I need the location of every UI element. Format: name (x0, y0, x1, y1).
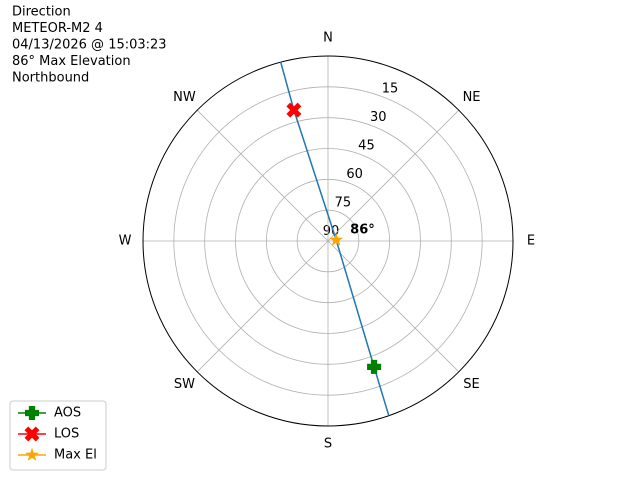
theta-tick-label: NE (463, 90, 481, 105)
title-line: 04/13/2026 @ 15:03:23 (12, 38, 167, 53)
title-line: Direction (12, 5, 71, 20)
grid-spoke (327, 240, 460, 373)
theta-tick-label: NW (173, 90, 196, 105)
theta-tick-label: W (119, 234, 132, 249)
grid-spoke (196, 240, 329, 373)
grid-spoke (196, 109, 329, 242)
legend-label: AOS (54, 406, 81, 421)
theta-tick-label: SE (463, 377, 479, 392)
theta-tick-label: E (527, 234, 535, 249)
title-line: METEOR-M2 4 (12, 21, 103, 36)
r-tick-label: 60 (346, 167, 363, 182)
r-tick-label: 30 (370, 110, 387, 125)
title-line: Northbound (12, 71, 89, 86)
marker-x (24, 426, 40, 442)
marker-x (286, 102, 302, 118)
marker-plus (367, 359, 382, 374)
grid-spoke (327, 109, 460, 242)
legend-label: LOS (54, 427, 79, 442)
theta-tick-label: S (324, 437, 332, 452)
theta-tick-label: N (323, 31, 333, 46)
marker-star (25, 447, 39, 461)
r-tick-label: 45 (358, 139, 375, 154)
outer-frame (142, 55, 514, 427)
title-line: 86° Max Elevation (12, 54, 131, 69)
r-tick-label: 75 (335, 196, 352, 211)
theta-tick-label: SW (174, 377, 195, 392)
r-tick-label: 15 (382, 82, 399, 97)
value-label: 86° (350, 222, 375, 237)
legend-label: Max El (54, 448, 97, 463)
marker-plus (25, 406, 39, 420)
marker-star (329, 232, 344, 246)
